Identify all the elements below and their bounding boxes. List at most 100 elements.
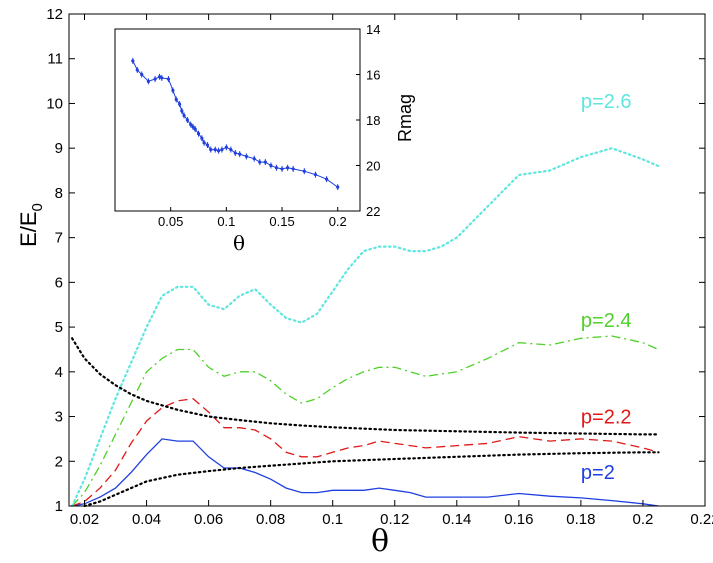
inset-x-tick-label: 0.1 [217, 214, 235, 229]
inset-data-point [213, 147, 217, 152]
inset-data-point [269, 163, 273, 168]
inset-plot-background [115, 29, 360, 211]
series-line-p-2-6 [70, 147, 660, 508]
inset-data-point [313, 173, 318, 177]
main-y-axis-label-main: E/E [16, 211, 41, 246]
x-tick-label: 0.06 [194, 511, 223, 528]
inset-data-point [166, 77, 171, 81]
inset-data-point [238, 152, 242, 156]
inset-data-point [216, 149, 221, 153]
main-x-axis-label: θ [371, 524, 389, 559]
main-series-group [70, 147, 660, 508]
y-tick-label: 6 [55, 274, 63, 291]
inset-data-point [160, 76, 164, 80]
inset-data-point [185, 118, 189, 122]
inset-data-point [263, 160, 267, 164]
x-tick-label: 0.2 [633, 511, 654, 528]
inset-x-tick-label: 0.05 [158, 214, 183, 229]
inset-data-point [153, 77, 157, 81]
inset-data-point [286, 166, 290, 170]
series-label-p-2-6: p=2.6 [581, 91, 632, 113]
y-tick-label: 8 [55, 185, 63, 202]
inset-data-point [336, 185, 340, 189]
inset-x-tick-label: 0.15 [269, 214, 294, 229]
inset-data-point [135, 68, 139, 72]
inset-data-point [252, 157, 256, 161]
x-tick-label: 0.02 [70, 511, 99, 528]
inset-data-point [205, 143, 210, 147]
inset-data-point [229, 147, 233, 152]
inset-data-point [258, 160, 262, 164]
x-tick-label: 0.1 [322, 511, 343, 528]
main-plot-frame [68, 13, 706, 507]
inset-data-point [171, 88, 175, 93]
inset-data-point [202, 141, 206, 145]
x-tick-label: 0.16 [504, 511, 533, 528]
x-tick-label: 0.08 [256, 511, 285, 528]
x-tick-label: 0.04 [132, 511, 161, 528]
inset-y-tick-label: 22 [366, 204, 380, 219]
main-series-labels: p=2 p=2.2 p=2.4 p=2.6 [581, 91, 632, 484]
inset-data-point [224, 145, 228, 149]
inset-data-point [196, 132, 201, 136]
inset-data-point [146, 79, 151, 83]
series-label-p-2: p=2 [581, 462, 615, 484]
inset-data-point [140, 72, 144, 77]
inset-data-point [244, 154, 249, 158]
series-line-p-2-4 [71, 335, 659, 507]
inset-data-point [191, 125, 195, 129]
x-tick-label: 0.14 [442, 511, 471, 528]
inset-data-point [280, 167, 284, 171]
inset-plot-frame [114, 28, 361, 212]
y-tick-label: 7 [55, 230, 63, 247]
inset-y-axis-label: Rmag [395, 94, 415, 142]
x-tick-label: 0.18 [566, 511, 595, 528]
y-tick-label: 9 [55, 140, 63, 157]
inset-data-point [131, 59, 135, 63]
inset-data-point [193, 127, 197, 131]
inset-data-point [174, 97, 178, 102]
series-label-p-2-2: p=2.2 [581, 406, 632, 428]
inset-data-point [324, 177, 329, 181]
inset-data-point [220, 147, 224, 152]
inset-data-point [302, 169, 306, 173]
series-line-p-2-2 [71, 398, 659, 507]
y-tick-label: 11 [47, 51, 63, 68]
inset-y-tick-label: 18 [366, 113, 380, 128]
main-axes: 0.02 0.04 0.06 0.08 0.1 0.12 0.14 0.16 0.18 0.2 0.… [46, 6, 713, 528]
inset-data-point [182, 113, 186, 118]
inset-data-point [274, 166, 279, 170]
inset-data-point [200, 136, 204, 140]
y-tick-label: 5 [55, 319, 63, 336]
series-line-lower-envelope [83, 451, 660, 508]
inset-x-tick-label: 0.2 [329, 214, 347, 229]
inset-y-tick-label: 20 [366, 159, 380, 174]
main-y-axis-label: E/E0 [16, 203, 46, 247]
y-tick-label: 4 [55, 364, 63, 381]
inset-data-point [180, 109, 184, 113]
inset-series-group [131, 57, 340, 191]
inset-axes: 0.05 0.1 0.15 0.2 14 16 18 20 22 [158, 22, 380, 229]
series-line-upper-envelope [70, 337, 660, 436]
main-y-axis-label-subscript: 0 [29, 203, 46, 211]
inset-data-point [291, 167, 295, 171]
inset-plot: 0.05 0.1 0.15 0.2 14 16 18 20 22 Rmag θ [114, 22, 415, 255]
series-label-p-2-4: p=2.4 [581, 310, 632, 332]
x-tick-label: 0.12 [380, 511, 409, 528]
inset-data-point [233, 151, 237, 155]
y-tick-label: 1 [55, 498, 63, 515]
inset-y-tick-label: 14 [366, 22, 380, 37]
inset-y-tick-label: 16 [366, 68, 380, 83]
y-tick-label: 12 [46, 6, 63, 23]
series-line-p-2 [71, 438, 659, 507]
y-tick-label: 2 [55, 453, 63, 470]
main-plot: p=2p=2.2p=2.4p=2.6 0.02 0.04 0.06 0.08 0.1 0.… [16, 6, 713, 559]
inset-data-point [177, 102, 182, 106]
y-tick-label: 10 [46, 95, 63, 112]
inset-data-point [189, 122, 193, 127]
inset-data-point [209, 147, 213, 152]
inset-x-axis-label: θ [233, 231, 245, 255]
y-tick-label: 3 [55, 409, 63, 426]
x-tick-label: 0.22 [690, 511, 713, 528]
